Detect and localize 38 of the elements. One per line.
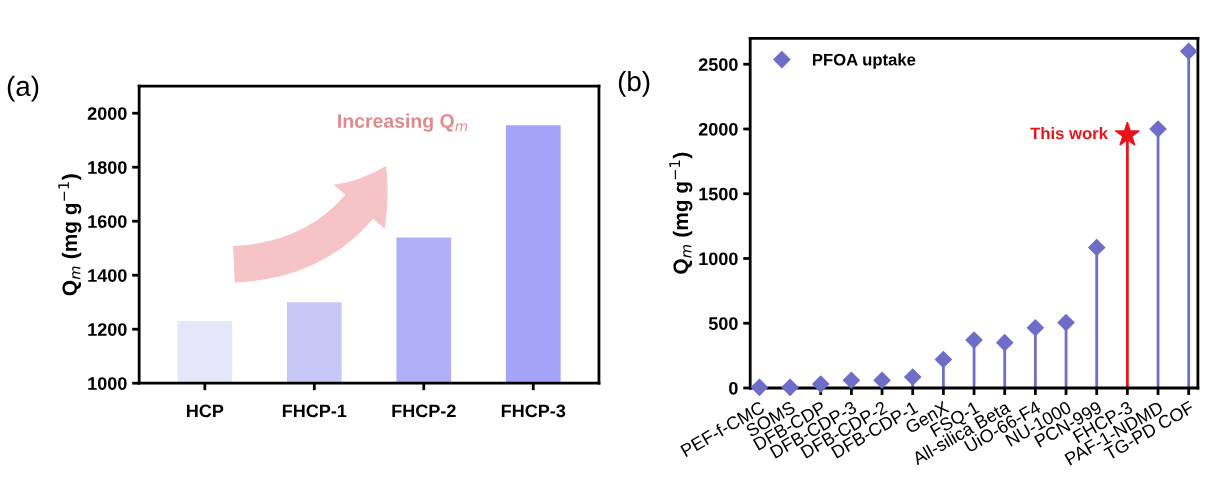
point <box>1088 238 1106 257</box>
text: (b) <box>618 70 650 97</box>
point <box>996 334 1014 352</box>
y-axis-title: Q$_{m}$ (mg g$^{−1}$) <box>669 152 693 274</box>
point <box>934 350 952 369</box>
y-tick-label: 1600 <box>88 215 127 228</box>
annotation: This work <box>1030 127 1108 140</box>
y-tick-label: 1800 <box>88 161 127 174</box>
y-tick-label: 0 <box>729 381 738 395</box>
y-tick-label: 1200 <box>88 323 127 336</box>
text: (a) <box>7 75 39 102</box>
point <box>750 378 768 396</box>
y-tick-label: 2000 <box>87 107 127 120</box>
point <box>873 371 891 389</box>
legend-label: PFOA uptake <box>812 53 916 69</box>
point <box>1149 120 1167 138</box>
point <box>1114 121 1140 146</box>
point <box>904 368 922 386</box>
point <box>781 378 799 396</box>
x-tick-label: FHCP-3 <box>501 404 566 418</box>
point <box>1180 42 1198 60</box>
y-tick-label: 1000 <box>699 252 738 266</box>
x-tick-label: HCP <box>186 404 224 418</box>
y-tick-label: 1400 <box>88 269 127 282</box>
point <box>1057 314 1075 332</box>
y-tick-label: 1000 <box>88 377 127 390</box>
y-tick-label: 1500 <box>699 187 738 201</box>
y-tick-label: 2000 <box>698 122 738 136</box>
y-tick-label: 2500 <box>698 58 738 71</box>
x-tick-label: FHCP-1 <box>282 404 347 418</box>
point <box>812 375 830 393</box>
point <box>965 331 983 349</box>
point <box>1026 319 1044 337</box>
x-tick-label: FHCP-2 <box>392 404 456 418</box>
y-axis-title: Q$_{m}$ (mg g$^{−1}$) <box>58 174 82 296</box>
y-tick-label: 500 <box>708 317 738 330</box>
annotation: Increasing Q$_{m}$ <box>338 113 468 132</box>
point <box>842 371 860 389</box>
